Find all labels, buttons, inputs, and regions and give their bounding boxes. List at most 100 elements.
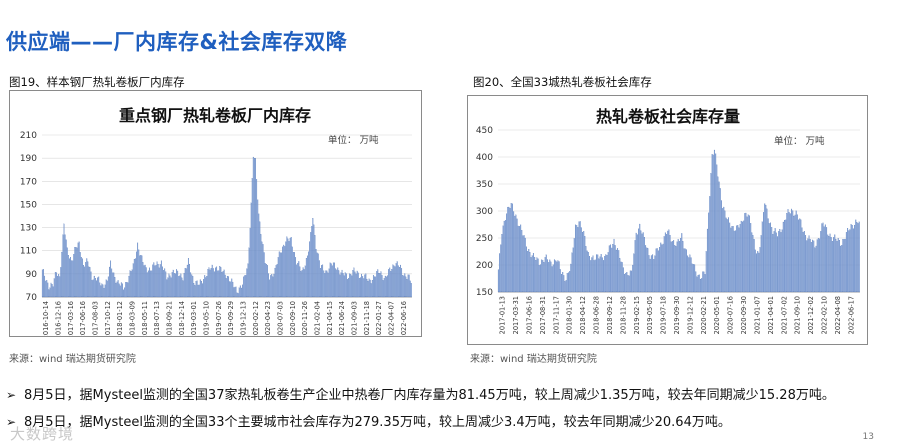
chart-bar <box>673 240 675 293</box>
chart-bar <box>86 258 88 298</box>
chart-bar <box>174 273 176 298</box>
chart-bar <box>129 270 131 298</box>
chart-bar <box>821 223 823 293</box>
chart-bar <box>125 282 127 298</box>
chart-bar <box>710 173 712 293</box>
chart-bar <box>331 265 333 298</box>
chart-bar <box>220 267 222 298</box>
chart-bar <box>403 275 405 298</box>
chart-bar <box>395 263 397 298</box>
chart-bar <box>322 264 324 298</box>
chart-bar <box>128 275 130 298</box>
chart-bar <box>726 219 728 293</box>
y-tick-label: 70 <box>26 293 38 303</box>
y-tick-label: 210 <box>20 131 37 141</box>
chart-bar <box>402 275 404 298</box>
chart-bar <box>351 275 353 298</box>
chart-bar <box>752 235 754 293</box>
chart-bar <box>374 276 375 298</box>
x-tick-label: 2019-03-01 <box>190 301 198 336</box>
chart-bar <box>143 265 145 298</box>
chart-bar <box>379 272 381 298</box>
chart-bar <box>343 275 345 298</box>
chart-bar <box>237 293 239 298</box>
chart-bar <box>372 275 374 298</box>
chart-bar <box>238 287 240 298</box>
chart-bar <box>390 271 392 298</box>
x-tick-label: 2022-06-16 <box>400 301 408 336</box>
chart-bar <box>548 262 550 293</box>
chart-bar <box>713 149 715 293</box>
chart-bar <box>786 213 788 293</box>
x-tick-label: 2020-02-21 <box>700 296 708 334</box>
chart-bar <box>389 267 391 298</box>
chart-bar <box>410 283 412 298</box>
chart-bar <box>115 282 117 298</box>
x-tick-label: 2020-02-12 <box>252 301 260 336</box>
chart-bar <box>251 178 253 298</box>
chart-bar <box>120 282 122 298</box>
chart-bar <box>741 221 743 293</box>
chart-bar <box>165 271 167 298</box>
chart-bar <box>149 267 150 298</box>
chart-bar <box>180 273 182 298</box>
chart-bar <box>590 260 592 293</box>
chart-bar <box>810 242 812 293</box>
chart-left-unit-label: 单位： 万吨 <box>328 134 379 146</box>
chart-bar <box>682 241 684 293</box>
x-tick-label: 2018-09-12 <box>606 296 614 334</box>
chart-bar <box>242 284 244 298</box>
chart-right-unit-label: 单位： 万吨 <box>774 135 825 147</box>
chart-bar <box>678 241 680 293</box>
x-tick-label: 2020-09-30 <box>740 296 748 334</box>
chart-bar <box>643 237 645 293</box>
x-tick-label: 2020-11-26 <box>301 301 309 336</box>
chart-bar <box>63 223 65 298</box>
chart-bar <box>497 269 499 293</box>
chart-bar <box>162 266 163 298</box>
chart-bar <box>364 274 366 298</box>
chart-bar <box>306 255 308 298</box>
chart-bar <box>59 276 61 298</box>
chart-bar <box>79 252 81 298</box>
chart-bar <box>757 251 759 293</box>
chart-bar <box>730 227 732 293</box>
chart-bar <box>754 249 756 293</box>
chart-bar <box>675 246 677 293</box>
chart-bar <box>239 285 241 298</box>
chart-bar <box>255 158 256 298</box>
chart-bar <box>592 255 594 293</box>
chart-bar <box>820 231 822 293</box>
chart-bar <box>690 257 692 293</box>
chart-bar <box>332 262 334 298</box>
chart-bar <box>635 232 637 293</box>
chart-bar <box>608 245 610 293</box>
x-tick-label: 2018-06-28 <box>593 296 601 334</box>
chart-bar <box>275 265 277 298</box>
chart-bar <box>641 233 643 293</box>
chart-bar <box>118 283 120 298</box>
y-tick-label: 450 <box>476 126 493 136</box>
chart-bar <box>510 203 512 293</box>
chart-bar <box>503 220 505 293</box>
x-tick-label: 2017-03-16 <box>67 301 75 336</box>
chart-bar <box>104 284 106 298</box>
x-tick-label: 2022-04-08 <box>834 296 842 334</box>
chart-left-svg: 重点钢厂热轧卷板厂内库存 单位： 万吨 70 90 110 130 150 170 190 2… <box>20 106 412 336</box>
chart-bar <box>263 252 265 298</box>
chart-bar <box>793 215 795 293</box>
chart-bar <box>815 245 817 293</box>
chart-bar <box>78 241 80 298</box>
chart-bar <box>217 270 219 298</box>
chart-bar <box>45 280 47 298</box>
chart-bar <box>833 237 835 293</box>
chart-bar <box>46 280 48 298</box>
chart-bar <box>76 247 78 298</box>
chart-bar <box>694 264 696 293</box>
chart-bar <box>139 255 141 298</box>
chart-bar <box>400 264 401 298</box>
x-tick-label: 2017-06-16 <box>526 296 534 334</box>
chart-bar <box>567 272 569 293</box>
chart-bar <box>127 282 129 298</box>
chart-bar <box>599 256 601 293</box>
